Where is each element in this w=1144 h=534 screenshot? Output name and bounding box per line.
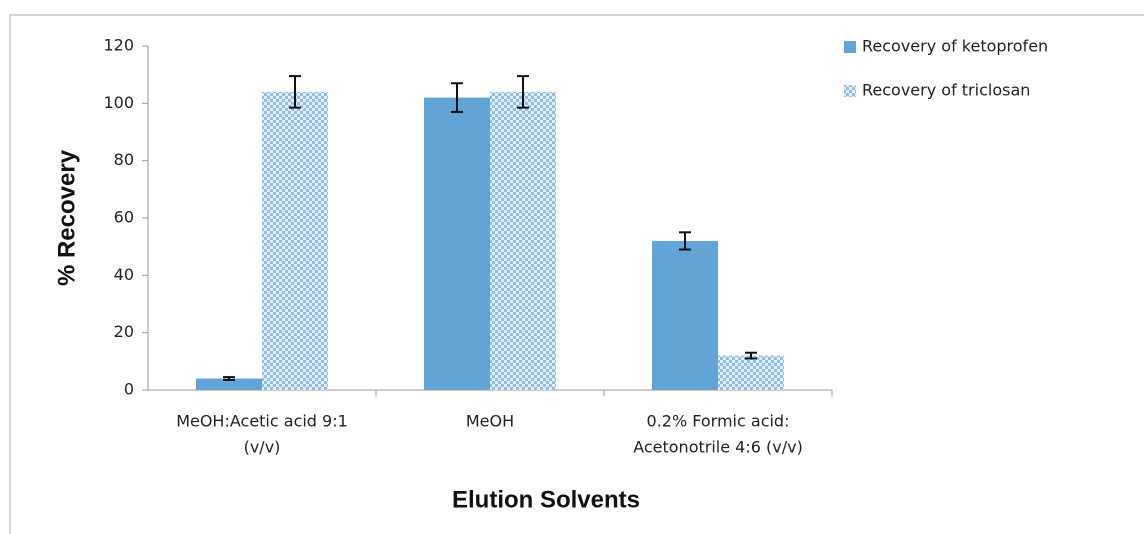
bar: [424, 97, 490, 390]
error-bar: [517, 75, 529, 109]
bar: [262, 91, 328, 390]
x-tick-label: 0.2% Formic acid:: [647, 412, 790, 431]
bar: [718, 355, 784, 390]
y-tick-label: 0: [124, 380, 134, 399]
error-bar: [451, 82, 463, 113]
legend-swatch: [844, 85, 856, 97]
bar: [652, 240, 718, 390]
x-tick-label: MeOH:Acetic acid 9:1: [176, 412, 348, 431]
x-tick-label: MeOH: [466, 412, 514, 431]
y-tick-label: 40: [114, 265, 134, 284]
x-tick-label: Acetonotrile 4:6 (v/v): [633, 438, 803, 457]
x-tick-label: (v/v): [244, 438, 281, 457]
x-axis-title: Elution Solvents: [452, 486, 640, 513]
y-tick-label: 80: [114, 150, 134, 169]
y-axis-title: % Recovery: [53, 149, 80, 286]
y-tick-label: 20: [114, 322, 134, 341]
bar: [490, 91, 556, 390]
error-bar: [289, 75, 301, 109]
legend-label: Recovery of ketoprofen: [862, 37, 1048, 56]
bar: [196, 378, 262, 390]
y-tick-label: 100: [103, 93, 134, 112]
error-bar: [223, 376, 235, 381]
y-tick-label: 120: [103, 36, 134, 55]
chart-frame: [9, 14, 1144, 534]
error-bar: [745, 351, 757, 360]
legend-swatch: [844, 41, 856, 53]
y-tick-label: 60: [114, 208, 134, 227]
error-bar: [679, 231, 691, 251]
legend-label: Recovery of triclosan: [862, 81, 1030, 100]
